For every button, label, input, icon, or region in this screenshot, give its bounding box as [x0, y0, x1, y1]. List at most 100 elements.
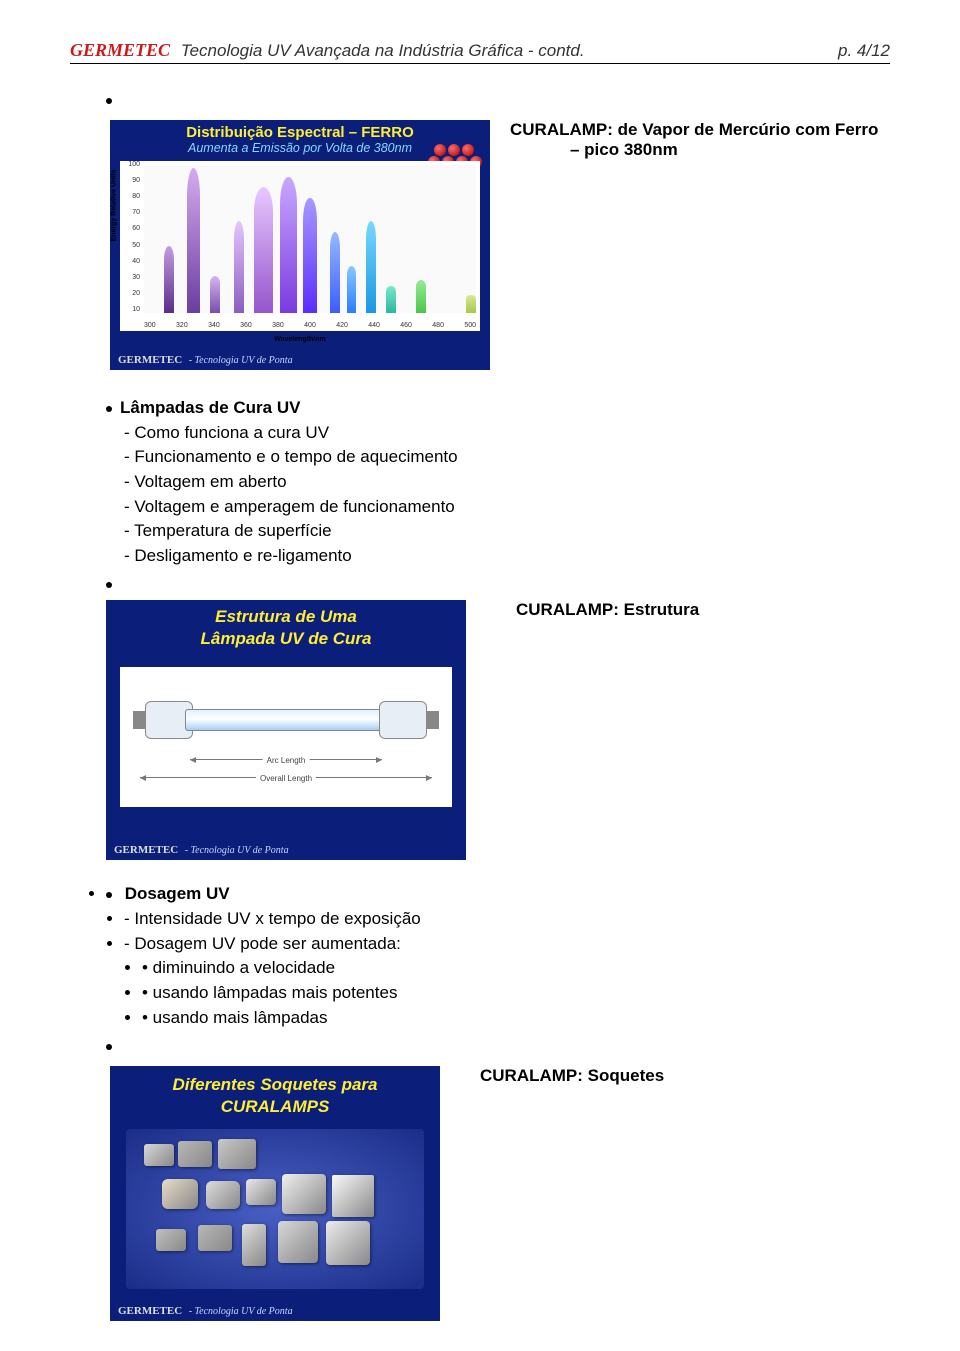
x-tick: 440	[368, 322, 380, 329]
slide1-title: Distribuição Espectral – FERRO	[110, 120, 490, 141]
footer-brand-text: GERMETEC	[118, 1305, 182, 1317]
footer-tag-text: - Tecnologia UV de Ponta	[186, 1306, 292, 1317]
lamp-list-item: - Voltagem em aberto	[124, 470, 890, 495]
overall-length-label: Overall Length	[256, 774, 316, 783]
x-tick: 360	[240, 322, 252, 329]
spectral-peak	[416, 280, 426, 313]
x-axis-label: Wavelength/nm	[274, 336, 325, 343]
caption1-l1: CURALAMP: de Vapor de Mercúrio com Ferro	[510, 120, 878, 140]
arrow-right-icon	[426, 775, 432, 781]
x-tick: 460	[400, 322, 412, 329]
plot-area	[144, 165, 476, 313]
socket-shape	[198, 1225, 232, 1251]
bullet-row	[106, 576, 890, 594]
socket-shape	[246, 1179, 276, 1205]
lamp-list-header-text: Lâmpadas de Cura UV	[120, 398, 300, 417]
y-tick: 100	[122, 161, 140, 168]
header-left: GERMETEC Tecnologia UV Avançada na Indús…	[70, 40, 585, 61]
y-tick: 70	[122, 209, 140, 216]
lamp-list-item: - Voltagem e amperagem de funcionamento	[124, 495, 890, 520]
spectral-peak	[164, 246, 174, 313]
spectral-peak	[303, 198, 316, 313]
dosagem-tick-item: • usando mais lâmpadas	[142, 1006, 890, 1031]
socket-shape	[218, 1139, 256, 1169]
dosagem-list: Dosagem UV - Intensidade UV x tempo de e…	[106, 882, 890, 1030]
bullet-icon	[106, 1044, 112, 1050]
socket-shape	[178, 1141, 212, 1167]
lamp-list-header: Lâmpadas de Cura UV	[106, 396, 890, 421]
slide3-title-l1: Diferentes Soquetes para	[120, 1074, 430, 1095]
slide2-title: Estrutura de Uma Lâmpada UV de Cura	[106, 600, 466, 649]
page: GERMETEC Tecnologia UV Avançada na Indús…	[0, 0, 960, 1351]
lamp-list-item: - Funcionamento e o tempo de aquecimento	[124, 445, 890, 470]
socket-shape	[326, 1221, 370, 1265]
lamp-list-item: - Como funciona a cura UV	[124, 421, 890, 446]
spectral-peak	[254, 187, 274, 313]
bullet-row	[106, 92, 890, 110]
socket-shape	[206, 1181, 240, 1209]
dosagem-item: - Intensidade UV x tempo de exposição	[124, 907, 890, 932]
slide1-footer: GERMETEC - Tecnologia UV de Ponta	[118, 354, 293, 366]
slide3-footer: GERMETEC - Tecnologia UV de Ponta	[118, 1305, 293, 1317]
lamp-diagram: Arc Length Overall Length	[120, 667, 452, 807]
dosagem-header-text: Dosagem UV	[125, 884, 230, 903]
arrow-right-icon	[376, 757, 382, 763]
slide-estrutura: Estrutura de Uma Lâmpada UV de Cura Arc …	[106, 600, 466, 860]
y-tick: 30	[122, 274, 140, 281]
spectral-peak	[347, 266, 357, 313]
y-tick: 90	[122, 177, 140, 184]
y-tick: 10	[122, 306, 140, 313]
caption1-l2: – pico 380nm	[570, 140, 878, 160]
y-tick: 80	[122, 193, 140, 200]
footer-brand-text: GERMETEC	[118, 354, 182, 366]
spectral-peak	[466, 295, 476, 313]
socket-shape	[144, 1144, 174, 1166]
y-tick: 40	[122, 258, 140, 265]
socket-shape	[332, 1175, 374, 1217]
x-tick: 500	[464, 322, 476, 329]
lamp-list: Lâmpadas de Cura UV - Como funciona a cu…	[106, 396, 890, 568]
row-slide1: Distribuição Espectral – FERRO Aumenta a…	[70, 120, 890, 370]
y-tick: 50	[122, 242, 140, 249]
slide3-title: Diferentes Soquetes para CURALAMPS	[110, 1066, 440, 1117]
dosagem-tick-item: • diminuindo a velocidade	[142, 956, 890, 981]
slide-soquetes: Diferentes Soquetes para CURALAMPS GERME…	[110, 1066, 440, 1321]
molecule-ball	[434, 144, 446, 156]
caption2: CURALAMP: Estrutura	[516, 600, 699, 620]
row-slide3: Diferentes Soquetes para CURALAMPS GERME…	[70, 1066, 890, 1321]
arc-length-label: Arc Length	[263, 756, 310, 765]
x-tick: 340	[208, 322, 220, 329]
overall-length-dim: Overall Length	[140, 777, 432, 778]
x-tick: 420	[336, 322, 348, 329]
spectral-chart: Energy Relative Units 100908070605040302…	[120, 161, 480, 331]
lamp-cap-left	[133, 711, 145, 729]
spectral-peak	[187, 168, 200, 313]
x-tick: 400	[304, 322, 316, 329]
molecule-ball	[462, 144, 474, 156]
page-header: GERMETEC Tecnologia UV Avançada na Indús…	[70, 40, 890, 64]
caption1-block: CURALAMP: de Vapor de Mercúrio com Ferro…	[510, 120, 878, 160]
x-tick: 320	[176, 322, 188, 329]
bullet-icon	[106, 582, 112, 588]
y-axis-label: Energy Relative Units	[111, 169, 118, 241]
slide3-title-l2: CURALAMPS	[120, 1096, 430, 1117]
slide2-title-l2: Lâmpada UV de Cura	[116, 628, 456, 649]
spectral-peak	[234, 221, 244, 313]
spectral-peak	[280, 177, 297, 313]
x-tick: 480	[432, 322, 444, 329]
socket-shape	[282, 1174, 326, 1214]
lamp-list-item: - Desligamento e re-ligamento	[124, 544, 890, 569]
molecule-ball	[448, 144, 460, 156]
slide-spectral: Distribuição Espectral – FERRO Aumenta a…	[110, 120, 490, 370]
arrow-left-icon	[140, 775, 146, 781]
dosagem-header: Dosagem UV	[106, 882, 890, 907]
footer-brand-text: GERMETEC	[114, 844, 178, 856]
bullet-icon	[106, 98, 112, 104]
lamp-tube	[185, 709, 387, 731]
x-tick: 380	[272, 322, 284, 329]
footer-tag-text: - Tecnologia UV de Ponta	[186, 355, 292, 366]
slide2-footer: GERMETEC - Tecnologia UV de Ponta	[114, 844, 289, 856]
dosagem-tick-item: • usando lâmpadas mais potentes	[142, 981, 890, 1006]
arrow-left-icon	[190, 757, 196, 763]
spectral-peak	[366, 221, 376, 313]
